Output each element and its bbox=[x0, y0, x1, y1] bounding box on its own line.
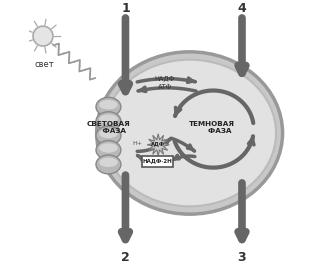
Ellipse shape bbox=[96, 155, 121, 174]
Ellipse shape bbox=[96, 126, 121, 145]
Text: НАДФ: НАДФ bbox=[155, 76, 175, 82]
Text: свет: свет bbox=[34, 60, 54, 69]
Ellipse shape bbox=[97, 52, 283, 214]
Text: СВЕТОВАЯ
     ФАЗА: СВЕТОВАЯ ФАЗА bbox=[86, 121, 130, 134]
Text: 1: 1 bbox=[121, 2, 130, 15]
Ellipse shape bbox=[99, 143, 118, 153]
Ellipse shape bbox=[96, 141, 121, 159]
FancyBboxPatch shape bbox=[142, 156, 174, 167]
Circle shape bbox=[33, 26, 53, 46]
Text: Н+: Н+ bbox=[132, 141, 142, 146]
Ellipse shape bbox=[103, 60, 276, 206]
Ellipse shape bbox=[99, 114, 118, 124]
Ellipse shape bbox=[99, 100, 118, 109]
Ellipse shape bbox=[96, 112, 121, 131]
Text: 3: 3 bbox=[238, 251, 246, 264]
Text: НАДФ·2Н: НАДФ·2Н bbox=[143, 159, 172, 164]
Text: ТЕМНОВАЯ
      ФАЗА: ТЕМНОВАЯ ФАЗА bbox=[189, 121, 235, 134]
Ellipse shape bbox=[99, 158, 118, 167]
Text: 2: 2 bbox=[121, 251, 130, 264]
Text: АДФ: АДФ bbox=[151, 142, 165, 147]
Ellipse shape bbox=[96, 97, 121, 116]
Text: АТФ: АТФ bbox=[158, 84, 172, 90]
Text: 4: 4 bbox=[238, 2, 246, 15]
Polygon shape bbox=[147, 134, 169, 156]
Ellipse shape bbox=[99, 129, 118, 138]
